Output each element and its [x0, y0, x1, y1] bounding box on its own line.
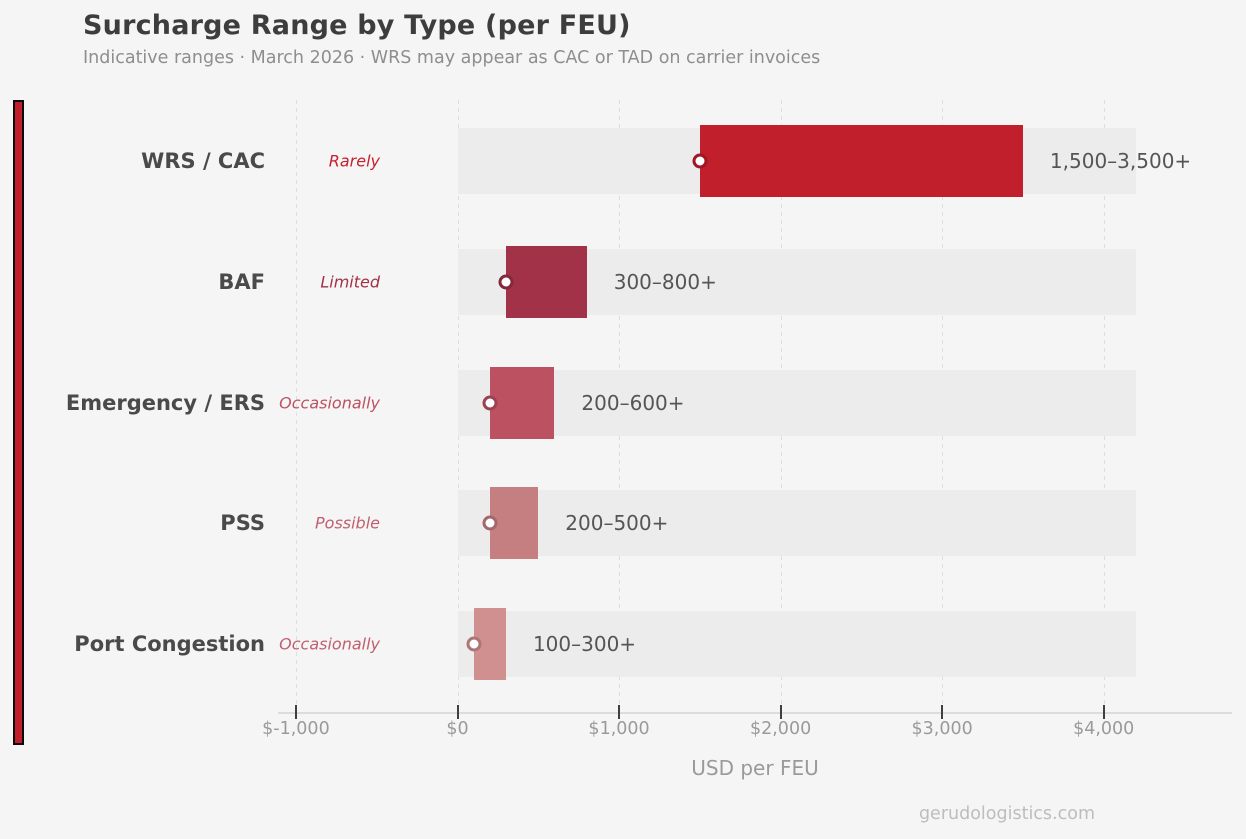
- category-label: BAF: [218, 269, 265, 294]
- frequency-label: Rarely: [328, 151, 380, 171]
- x-axis-line: [278, 712, 1232, 714]
- x-axis-tick: [779, 705, 782, 719]
- x-axis-tick: [941, 705, 944, 719]
- gridline: [295, 100, 297, 710]
- x-axis-tick-label: $1,000: [588, 719, 650, 739]
- range-value-label: 300–800+: [613, 269, 717, 294]
- range-start-marker: [692, 153, 708, 169]
- range-bar: [699, 125, 1023, 197]
- range-value-label: 200–600+: [581, 390, 685, 415]
- range-value-label: 100–300+: [532, 632, 637, 656]
- range-value-label: 200–500+: [565, 511, 669, 536]
- range-start-marker: [466, 636, 482, 652]
- category-label: Port Congestion: [74, 632, 265, 656]
- x-axis-title: USD per FEU: [691, 756, 819, 780]
- frequency-label: Possible: [315, 513, 380, 533]
- range-value-label: 1,500–3,500+: [1049, 149, 1192, 173]
- frequency-label: Limited: [320, 272, 380, 292]
- chart-title: Surcharge Range by Type (per FEU): [83, 10, 631, 41]
- x-axis-tick-label: $0: [446, 719, 469, 739]
- bar-track: [457, 369, 1136, 436]
- bar-track: [457, 611, 1136, 677]
- range-bar: [505, 245, 587, 318]
- x-axis-tick-label: $3,000: [911, 719, 973, 739]
- x-axis-tick-label: $-1,000: [262, 719, 330, 739]
- left-accent-stripe: [13, 100, 24, 745]
- bar-track: [457, 490, 1136, 557]
- category-label: WRS / CAC: [141, 149, 265, 173]
- range-start-marker: [482, 395, 498, 410]
- range-bar: [489, 366, 555, 439]
- category-label: Emergency / ERS: [65, 390, 265, 415]
- x-axis-tick: [618, 705, 621, 719]
- watermark: gerudologistics.com: [918, 804, 1095, 824]
- x-axis-tick-label: $2,000: [749, 719, 812, 739]
- frequency-label: Occasionally: [279, 393, 380, 412]
- chart-subtitle: Indicative ranges · March 2026 · WRS may…: [83, 48, 821, 68]
- x-axis-tick: [294, 705, 297, 719]
- category-label: PSS: [220, 511, 265, 536]
- x-axis-tick-label: $4,000: [1073, 719, 1135, 739]
- range-start-marker: [482, 515, 498, 531]
- x-axis-tick: [1102, 705, 1105, 719]
- range-bar: [489, 487, 539, 560]
- frequency-label: Occasionally: [279, 634, 380, 654]
- x-axis-tick: [456, 705, 459, 719]
- range-start-marker: [498, 274, 514, 290]
